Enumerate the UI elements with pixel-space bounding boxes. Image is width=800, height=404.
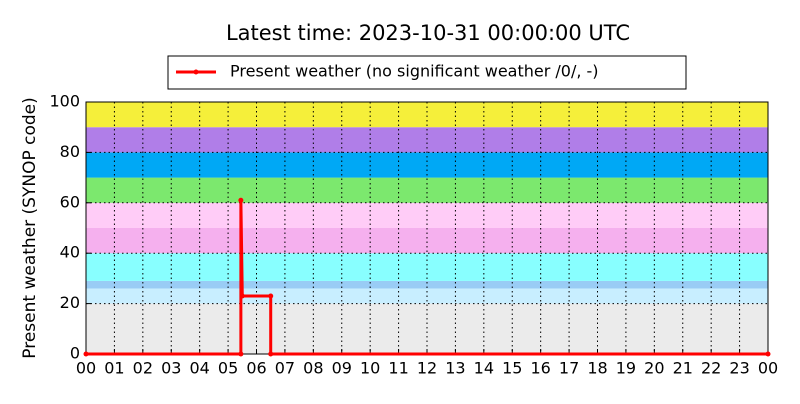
x-tick-label: 18 (587, 359, 607, 378)
data-point (238, 351, 244, 357)
legend-box (167, 55, 687, 90)
x-tick-label: 11 (388, 359, 408, 378)
y-tick-label: 60 (60, 192, 80, 211)
data-point (238, 197, 244, 203)
y-tick-label: 80 (60, 142, 80, 161)
x-tick-label: 21 (673, 359, 693, 378)
data-point (239, 293, 245, 299)
x-tick-label: 10 (360, 359, 380, 378)
background-band (86, 280, 768, 289)
x-tick-label: 02 (133, 359, 153, 378)
x-tick-label: 15 (502, 359, 522, 378)
data-point (765, 351, 771, 357)
y-tick-label: 20 (60, 293, 80, 312)
x-tick-label: 05 (218, 359, 238, 378)
x-tick-label: 04 (189, 359, 209, 378)
background-band (86, 102, 768, 128)
legend-marker (193, 69, 199, 75)
x-tick-label: 17 (559, 359, 579, 378)
x-tick-label: 22 (701, 359, 721, 378)
x-tick-label: 16 (530, 359, 550, 378)
x-tick-label: 08 (303, 359, 323, 378)
x-tick-label: 23 (729, 359, 749, 378)
data-point (83, 351, 89, 357)
chart-title: Latest time: 2023-10-31 00:00:00 UTC (226, 21, 630, 45)
x-tick-label: 03 (161, 359, 181, 378)
background-band (86, 253, 768, 281)
x-tick-label: 19 (616, 359, 636, 378)
x-tick-label: 06 (246, 359, 266, 378)
background-band (86, 228, 768, 254)
y-tick-label: 100 (49, 92, 80, 111)
x-tick-label: 20 (644, 359, 664, 378)
data-point (268, 293, 274, 299)
background-band (86, 127, 768, 153)
background-band (86, 177, 768, 203)
x-tick-label: 13 (445, 359, 465, 378)
data-point (268, 351, 274, 357)
x-tick-label: 07 (275, 359, 295, 378)
y-tick-label: 0 (70, 344, 80, 363)
x-tick-label: 12 (417, 359, 437, 378)
y-tick-label: 40 (60, 243, 80, 262)
x-tick-label: 00 (758, 359, 778, 378)
x-tick-label: 09 (332, 359, 352, 378)
x-tick-label: 14 (474, 359, 494, 378)
y-axis-label: Present weather (SYNOP code) (20, 97, 40, 358)
x-tick-label: 01 (104, 359, 124, 378)
x-tick-label: 00 (76, 359, 96, 378)
legend-label: Present weather (no significant weather … (230, 62, 599, 81)
